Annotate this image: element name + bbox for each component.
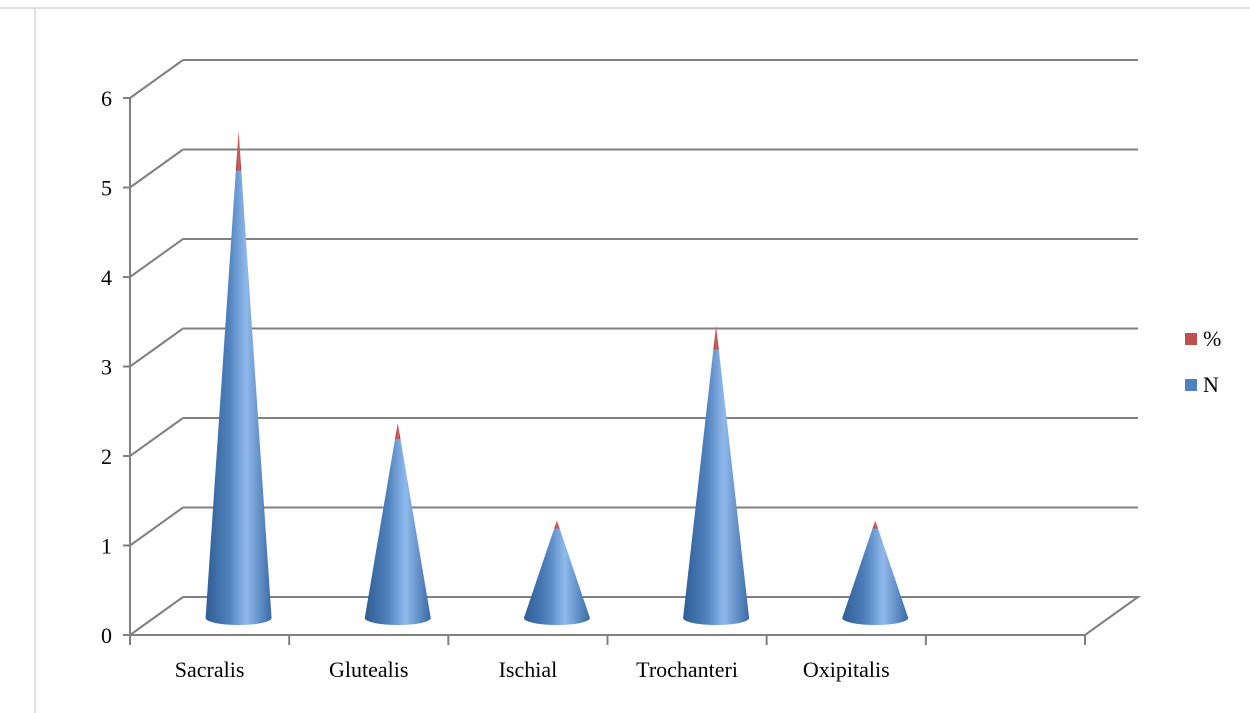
side-gridline bbox=[129, 59, 184, 99]
legend: %N bbox=[1185, 326, 1221, 397]
cone-trochanteri bbox=[683, 325, 750, 626]
cone-segment-n bbox=[523, 528, 590, 626]
x-tick-label: Oxipitalis bbox=[803, 657, 890, 682]
x-tick-label: Sacralis bbox=[175, 657, 245, 682]
cone-segment-n bbox=[842, 528, 909, 626]
x-axis-labels: Sacralis Glutealis Ischial Trochanteri Oxipi… bbox=[175, 657, 890, 682]
cone-ischial bbox=[523, 520, 590, 626]
cone-segment-percent bbox=[554, 520, 560, 529]
cone-segment-percent bbox=[872, 520, 878, 529]
legend-swatch bbox=[1185, 333, 1197, 345]
cone-segment-n bbox=[205, 170, 272, 625]
x-tick-label: Ischial bbox=[499, 657, 558, 682]
y-tick-label: 3 bbox=[101, 355, 112, 380]
y-tick-label: 6 bbox=[101, 86, 112, 111]
side-gridline bbox=[129, 327, 184, 368]
gridlines bbox=[129, 59, 1142, 636]
cone-segment-n bbox=[364, 439, 431, 626]
y-axis-labels: 0 1 2 3 4 5 6 bbox=[101, 86, 112, 648]
y-tick-label: 2 bbox=[101, 444, 112, 469]
legend-label: N bbox=[1203, 372, 1219, 397]
cone-segment-percent bbox=[235, 130, 242, 171]
x-tick-label: Glutealis bbox=[329, 657, 408, 682]
cone-segment-n bbox=[683, 349, 750, 626]
cone-segment-percent bbox=[713, 325, 719, 350]
cone-sacralis bbox=[205, 130, 272, 625]
side-gridline bbox=[129, 238, 184, 278]
cones bbox=[205, 130, 909, 626]
y-tick-label: 5 bbox=[101, 176, 112, 201]
y-tick-label: 4 bbox=[101, 265, 112, 290]
floor-outline bbox=[183, 596, 1142, 636]
legend-swatch bbox=[1185, 379, 1197, 391]
side-gridline bbox=[129, 148, 184, 189]
x-tick-label: Trochanteri bbox=[636, 657, 738, 682]
cone-segment-percent bbox=[395, 422, 401, 439]
legend-label: % bbox=[1203, 326, 1221, 351]
axes bbox=[123, 97, 1086, 645]
side-gridline bbox=[129, 596, 184, 636]
y-tick-label: 0 bbox=[101, 623, 112, 648]
cone-oxipitalis bbox=[842, 520, 909, 626]
side-gridline bbox=[129, 417, 184, 457]
y-tick-label: 1 bbox=[101, 534, 112, 559]
cone-glutealis bbox=[364, 422, 431, 626]
side-gridline bbox=[129, 506, 184, 547]
